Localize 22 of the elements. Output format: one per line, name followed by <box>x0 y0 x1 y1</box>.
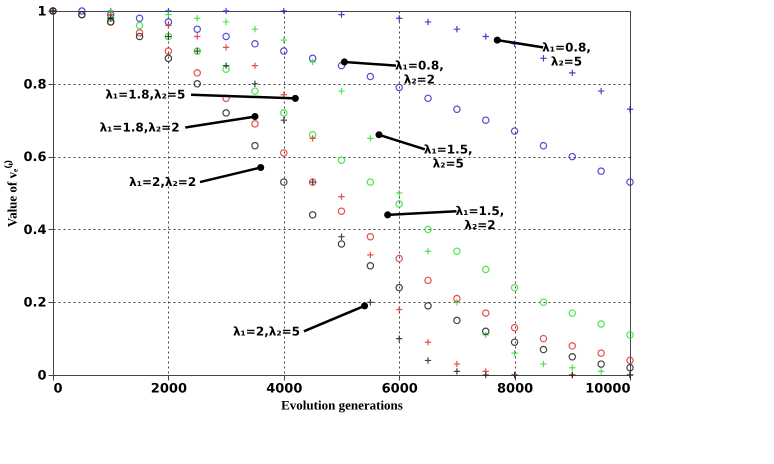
annotation: λ₁=1.5, λ₂=2 <box>456 204 504 232</box>
x-tick-label: 4000 <box>266 382 302 396</box>
y-tick-label: 0.2 <box>23 296 46 311</box>
annotation: λ₁=0.8, λ₂=5 <box>542 40 591 68</box>
x-tick-label: 10000 <box>585 382 630 396</box>
annotation: λ₁=1.5, λ₂=5 <box>424 142 473 170</box>
y-tick-label: 1 <box>37 4 46 20</box>
annotation: λ₁=0.8, λ₂=2 <box>395 58 444 87</box>
x-tick-label: 6000 <box>382 382 418 396</box>
y-tick-label: 0.8 <box>23 77 46 92</box>
annotation: λ₁=2,λ₂=2 <box>129 175 196 190</box>
x-axis-title: Evolution generations <box>281 398 403 412</box>
x-tick-label: 8000 <box>497 382 534 396</box>
y-tick-label: 0 <box>37 368 46 384</box>
annotation: λ₁=1.8,λ₂=5 <box>105 88 186 102</box>
y-axis-title: Value of vₑ⁽ᵗ⁾ <box>3 160 20 228</box>
x-tick-label: 0 <box>54 382 63 396</box>
x-tick-label: 2000 <box>150 382 187 396</box>
y-tick-label: 0.4 <box>23 222 46 238</box>
annotation: λ₁=1.8,λ₂=2 <box>100 120 180 134</box>
annotation: λ₁=2,λ₂=5 <box>232 324 300 338</box>
y-tick-label: 0.6 <box>23 150 46 166</box>
